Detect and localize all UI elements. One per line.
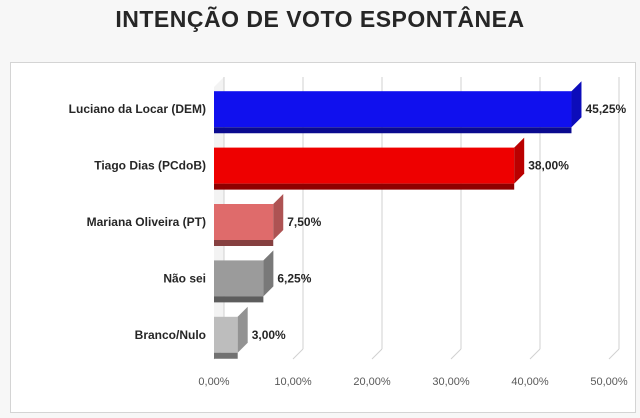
bar-side [571, 81, 582, 128]
bar-bottom [214, 127, 572, 134]
x-tick-label: 30,00% [432, 376, 470, 388]
category-label: Não sei [163, 271, 206, 285]
bar-bottom [214, 352, 238, 359]
category-label: Branco/Nulo [135, 328, 206, 342]
bar-side [273, 194, 284, 240]
bar-side [263, 250, 274, 297]
category-label: Mariana Oliveira (PT) [87, 215, 206, 229]
x-tick-label: 50,00% [590, 376, 628, 388]
bar [214, 316, 238, 353]
x-tick-label: 40,00% [511, 376, 549, 388]
gridline-floor [608, 348, 620, 360]
x-tick-label: 20,00% [353, 376, 391, 388]
bar-bottom [214, 240, 274, 246]
bar-side [514, 137, 525, 184]
category-label: Tiago Dias (PCdoB) [94, 159, 206, 173]
gridline-floor [292, 348, 304, 360]
chart-panel: 0,00% 10,00% 20,00% 30,00% 40,00% 50,00% Lucia… [10, 62, 636, 413]
data-label: 45,25% [585, 102, 626, 116]
bar [214, 204, 274, 240]
data-label: 7,50% [287, 215, 321, 229]
gridline-floor [450, 348, 462, 360]
bar-bottom [214, 296, 264, 303]
bar-side [237, 306, 248, 353]
bar [214, 260, 264, 297]
data-label: 38,00% [528, 159, 569, 173]
gridline-floor [371, 348, 383, 360]
gridline-floor [529, 348, 541, 360]
x-tick-label: 10,00% [274, 376, 312, 388]
chart-title: INTENÇÃO DE VOTO ESPONTÂNEA [115, 6, 525, 32]
category-label: Luciano da Locar (DEM) [69, 102, 206, 116]
data-label: 3,00% [252, 328, 286, 342]
bar-chart: 0,00% 10,00% 20,00% 30,00% 40,00% 50,00% Lucia… [69, 77, 628, 388]
x-tick-label: 0,00% [198, 376, 229, 388]
bar [214, 147, 515, 184]
bar [214, 91, 572, 128]
data-label: 6,25% [277, 271, 311, 285]
bar-bottom [214, 183, 515, 190]
